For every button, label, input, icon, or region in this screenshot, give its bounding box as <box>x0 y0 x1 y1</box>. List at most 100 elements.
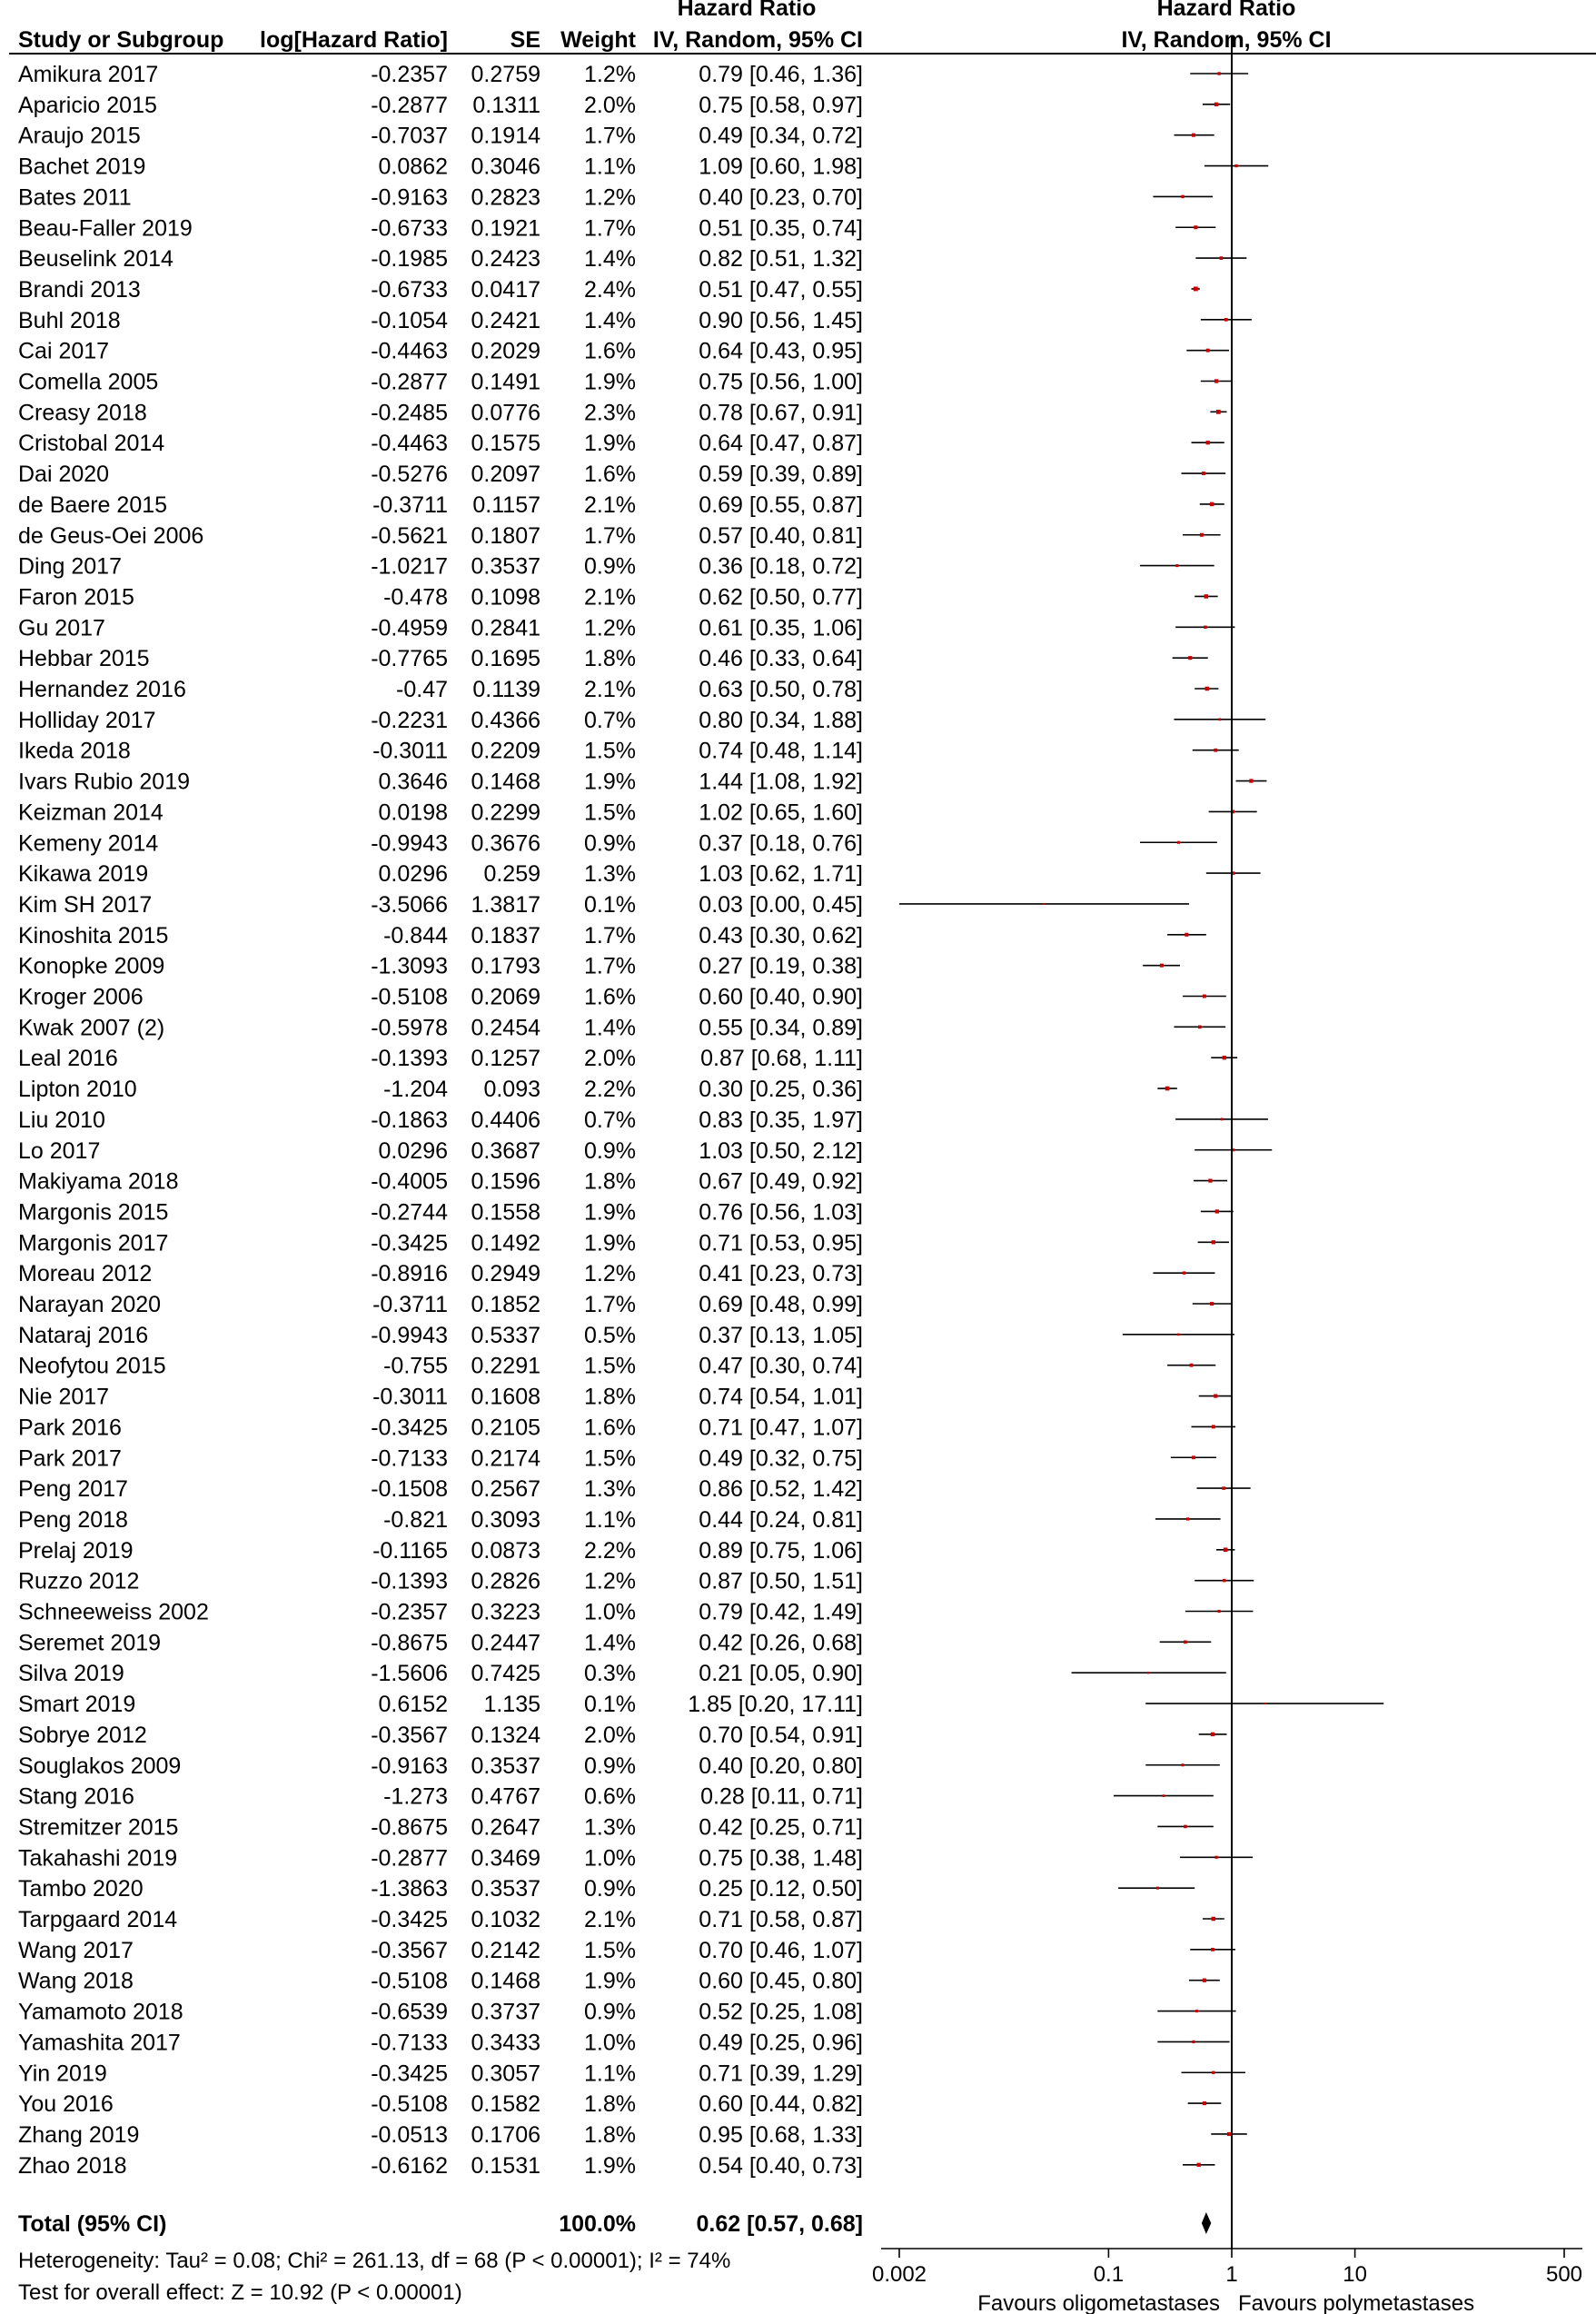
study-loghr: -0.1165 <box>372 1538 448 1564</box>
study-se: 0.3057 <box>471 2061 540 2086</box>
study-weight: 1.9% <box>584 1969 636 1994</box>
study-ci: 0.41 [0.23, 0.73] <box>699 1261 863 1286</box>
point-estimate <box>1177 1333 1180 1336</box>
study-loghr: -0.2357 <box>371 62 448 87</box>
study-weight: 2.1% <box>584 584 636 610</box>
study-se: 0.3469 <box>471 1845 540 1871</box>
study-ci: 0.89 [0.75, 1.06] <box>699 1538 863 1564</box>
study-name: You 2016 <box>18 2091 114 2117</box>
study-name: Faron 2015 <box>18 584 134 610</box>
study-se: 0.7425 <box>471 1661 540 1686</box>
study-se: 0.1492 <box>471 1230 540 1256</box>
study-name: Margonis 2015 <box>18 1199 168 1225</box>
study-loghr: -0.2877 <box>371 1845 448 1871</box>
study-weight: 1.6% <box>584 462 636 487</box>
point-estimate <box>1181 1763 1185 1767</box>
study-name: Bachet 2019 <box>18 154 145 180</box>
study-weight: 1.7% <box>584 954 636 979</box>
study-weight: 1.4% <box>584 308 636 333</box>
study-weight: 1.8% <box>584 2122 636 2148</box>
study-weight: 1.1% <box>584 1507 636 1533</box>
study-weight: 1.6% <box>584 985 636 1010</box>
header-ci-method: IV, Random, 95% CI <box>653 27 863 53</box>
study-ci: 0.76 [0.56, 1.03] <box>699 1199 863 1225</box>
study-loghr: 0.0296 <box>379 1138 448 1164</box>
study-se: 0.4366 <box>471 708 540 733</box>
plot-area: 0.002 0.1 1 10 500 <box>872 36 1582 2287</box>
point-estimate <box>1192 1455 1195 1460</box>
study-weight: 1.9% <box>584 370 636 395</box>
study-name: Makiyama 2018 <box>18 1169 178 1195</box>
point-estimate <box>1146 1672 1150 1674</box>
total-ci: 0.62 [0.57, 0.68] <box>697 2211 863 2237</box>
study-name: Souglakos 2009 <box>18 1753 181 1779</box>
study-name: Stang 2016 <box>18 1784 134 1810</box>
study-loghr: 0.0296 <box>379 861 448 887</box>
study-se: 0.2421 <box>471 308 540 333</box>
point-estimate <box>1201 472 1205 476</box>
study-ci: 0.69 [0.48, 0.99] <box>699 1292 863 1317</box>
study-weight: 1.4% <box>584 246 636 272</box>
study-weight: 1.9% <box>584 1230 636 1256</box>
point-estimate <box>1182 1271 1186 1275</box>
study-weight: 2.1% <box>584 1907 636 1932</box>
study-weight: 1.2% <box>584 615 636 641</box>
study-weight: 1.9% <box>584 1199 636 1225</box>
study-name: Lipton 2010 <box>18 1077 137 1102</box>
study-weight: 1.0% <box>584 1845 636 1871</box>
study-se: 0.2069 <box>471 985 540 1010</box>
study-loghr: -0.1054 <box>371 308 448 333</box>
point-estimate <box>1205 348 1210 353</box>
heterogeneity-text: Heterogeneity: Tau² = 0.08; Chi² = 261.1… <box>18 2249 730 2273</box>
study-ci: 0.61 [0.35, 1.06] <box>699 615 863 641</box>
study-weight: 1.2% <box>584 184 636 210</box>
study-se: 0.2097 <box>471 462 540 487</box>
header-plot-method: IV, Random, 95% CI <box>1121 27 1331 53</box>
study-ci: 0.37 [0.13, 1.05] <box>699 1323 863 1348</box>
favours-right-label: Favours polymetastases <box>1238 2291 1474 2314</box>
study-weight: 1.3% <box>584 1814 636 1840</box>
header-plot-title: Hazard Ratio <box>1157 0 1296 21</box>
study-ci: 0.44 [0.24, 0.81] <box>699 1507 863 1533</box>
study-name: Hebbar 2015 <box>18 646 150 671</box>
study-weight: 0.9% <box>584 1138 636 1164</box>
study-loghr: -0.3567 <box>371 1938 448 1963</box>
study-weight: 1.8% <box>584 1169 636 1195</box>
study-se: 0.1914 <box>471 124 541 149</box>
study-ci: 1.09 [0.60, 1.98] <box>699 154 863 180</box>
point-estimate <box>1191 133 1196 137</box>
total-weight: 100.0% <box>559 2211 636 2237</box>
point-estimate <box>1189 1363 1194 1367</box>
study-ci: 0.52 [0.25, 1.08] <box>699 2000 863 2025</box>
study-loghr: 0.3646 <box>379 770 448 795</box>
study-loghr: -0.7133 <box>371 2030 448 2055</box>
study-weight: 1.8% <box>584 646 636 671</box>
point-estimate <box>1210 1732 1215 1737</box>
study-loghr: -0.6733 <box>371 215 448 241</box>
study-weight: 1.2% <box>584 1261 636 1286</box>
study-se: 0.1139 <box>472 677 540 702</box>
study-weight: 0.9% <box>584 554 636 580</box>
study-name: Yamashita 2017 <box>18 2030 181 2055</box>
study-loghr: -0.478 <box>383 584 448 610</box>
study-name: Nataraj 2016 <box>18 1323 148 1348</box>
study-name: Gu 2017 <box>18 615 105 641</box>
study-ci: 0.63 [0.50, 0.78] <box>699 677 863 702</box>
point-estimate <box>1211 1916 1216 1922</box>
study-loghr: -0.5108 <box>371 1969 448 1994</box>
study-ci: 0.74 [0.54, 1.01] <box>699 1385 863 1410</box>
point-estimate <box>1204 625 1207 630</box>
study-ci: 0.03 [0.00, 0.45] <box>699 892 863 918</box>
study-se: 0.2142 <box>471 1938 540 1963</box>
study-name: Konopke 2009 <box>18 954 164 979</box>
point-estimate <box>1162 1794 1165 1797</box>
study-se: 0.3687 <box>471 1138 540 1164</box>
study-loghr: -0.1393 <box>371 1046 448 1071</box>
study-name: Kwak 2007 (2) <box>18 1015 164 1040</box>
study-se: 0.1257 <box>471 1046 540 1071</box>
study-se: 0.1807 <box>471 523 540 549</box>
study-se: 0.2174 <box>471 1445 541 1471</box>
study-weight: 1.2% <box>584 62 636 87</box>
study-ci: 0.28 [0.11, 0.71] <box>700 1784 863 1810</box>
study-name: Buhl 2018 <box>18 308 121 333</box>
